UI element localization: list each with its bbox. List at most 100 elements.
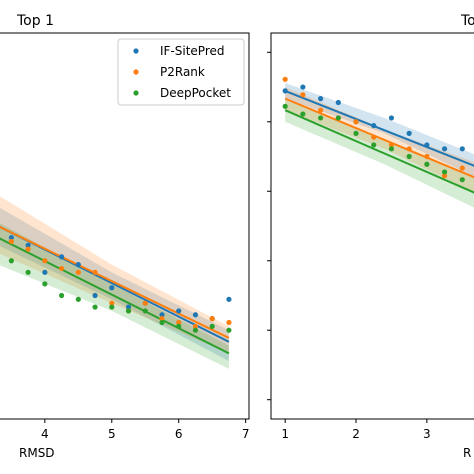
point-p2rank (317, 107, 324, 113)
band-deeppocket (285, 98, 474, 208)
x-tick-label: 2 (352, 427, 360, 441)
point-deeppocket (459, 177, 465, 183)
point-if-sitepred (92, 292, 98, 299)
x-axis-label-left: RMSD (19, 446, 55, 460)
x-ticks-left: 4 5 6 7 (41, 419, 249, 441)
point-p2rank (58, 265, 65, 272)
point-deeppocket (282, 103, 288, 109)
panel-right: 1 2 3 Top R (267, 13, 474, 460)
point-p2rank (226, 319, 232, 326)
point-deeppocket (192, 327, 199, 333)
panel-left: 4 5 6 7 Top 1 RMSD IF-SitePred P2Rank DeepPoc… (0, 13, 250, 460)
point-p2rank (300, 92, 306, 98)
point-p2rank (282, 76, 288, 82)
point-p2rank (42, 258, 48, 264)
point-p2rank (8, 238, 14, 245)
scatter-points-left (8, 234, 232, 333)
point-if-sitepred (226, 296, 232, 302)
point-if-sitepred (317, 96, 324, 102)
title-right: Top (460, 13, 474, 29)
fit-line-deeppocket (284, 109, 474, 194)
legend: IF-SitePred P2Rank DeepPocket (117, 38, 245, 106)
point-p2rank (159, 316, 165, 322)
point-p2rank (75, 269, 81, 275)
point-deeppocket (75, 296, 81, 302)
x-tick-label: 3 (423, 427, 431, 441)
point-deeppocket (226, 327, 232, 333)
fit-lines-right (284, 89, 474, 194)
point-p2rank (424, 153, 430, 160)
legend-label: DeepPocket (160, 86, 231, 100)
point-if-sitepred (42, 269, 48, 275)
point-deeppocket (142, 308, 148, 314)
legend-label: IF-SitePred (160, 44, 225, 58)
point-deeppocket (58, 292, 65, 299)
plot-frame-left (0, 32, 250, 420)
x-tick-label: 7 (242, 427, 250, 441)
legend-box (117, 38, 245, 106)
point-p2rank (176, 319, 182, 326)
x-axis-label-right: R (463, 446, 471, 460)
x-tick-label: 5 (108, 427, 116, 441)
point-if-sitepred (25, 242, 31, 248)
point-if-sitepred (75, 262, 81, 268)
point-if-sitepred (300, 84, 306, 90)
point-p2rank (142, 300, 148, 306)
point-if-sitepred (335, 99, 341, 106)
point-p2rank (192, 323, 199, 329)
point-if-sitepred (406, 130, 412, 136)
point-if-sitepred (192, 312, 199, 318)
point-deeppocket (371, 142, 377, 148)
point-if-sitepred (176, 308, 182, 314)
point-deeppocket (159, 319, 165, 326)
x-ticks-right: 1 2 3 (281, 419, 431, 441)
point-deeppocket (8, 258, 14, 264)
band-if-sitepred (285, 83, 474, 177)
title-left: Top 1 (16, 13, 54, 29)
point-p2rank (371, 134, 377, 140)
point-p2rank (406, 146, 412, 152)
point-deeppocket (388, 146, 395, 152)
legend-marker (133, 90, 139, 96)
legend-entries: IF-SitePred P2Rank DeepPocket (133, 44, 231, 100)
plot-frame-right (270, 32, 474, 420)
x-tick-label: 1 (281, 427, 289, 441)
point-if-sitepred (282, 88, 288, 94)
point-if-sitepred (371, 123, 377, 129)
point-p2rank (92, 269, 98, 275)
legend-marker (133, 48, 139, 54)
point-p2rank (353, 119, 359, 125)
point-if-sitepred (8, 234, 14, 241)
point-p2rank (25, 246, 31, 252)
fit-line-p2rank (284, 97, 474, 179)
point-deeppocket (317, 115, 324, 121)
point-p2rank (388, 142, 395, 148)
point-p2rank (441, 173, 448, 179)
point-deeppocket (209, 323, 215, 329)
point-if-sitepred (459, 146, 465, 152)
point-deeppocket (335, 115, 341, 121)
point-p2rank (459, 165, 465, 171)
legend-label: P2Rank (160, 65, 205, 79)
point-p2rank (209, 316, 215, 322)
x-tick-label: 4 (41, 427, 49, 441)
point-deeppocket (441, 169, 448, 175)
point-deeppocket (25, 269, 31, 275)
point-p2rank (109, 300, 115, 306)
point-deeppocket (92, 304, 98, 310)
fit-line-if-sitepred (284, 89, 474, 167)
point-deeppocket (406, 153, 412, 160)
point-deeppocket (125, 308, 132, 314)
point-if-sitepred (125, 304, 132, 310)
fit-lines-left (0, 225, 230, 355)
point-if-sitepred (159, 312, 165, 318)
scatter-points-right (282, 76, 465, 183)
legend-marker (133, 69, 139, 75)
point-deeppocket (176, 323, 182, 329)
point-deeppocket (353, 130, 359, 136)
point-if-sitepred (388, 115, 395, 121)
point-if-sitepred (424, 142, 430, 148)
point-deeppocket (109, 304, 115, 310)
point-deeppocket (300, 111, 306, 117)
